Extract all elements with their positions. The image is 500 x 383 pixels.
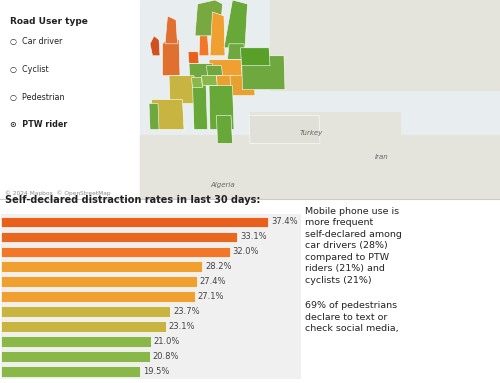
Text: 23.7%: 23.7% — [173, 307, 200, 316]
Text: 69% of pedestrians
declare to text or
check social media,: 69% of pedestrians declare to text or ch… — [305, 301, 398, 333]
Text: Self-declared distraction rates in last 30 days:: Self-declared distraction rates in last … — [5, 195, 260, 205]
Polygon shape — [199, 32, 209, 56]
Text: ○  Car driver: ○ Car driver — [10, 37, 62, 46]
Polygon shape — [230, 76, 255, 96]
Polygon shape — [240, 48, 270, 66]
Bar — [1, 306, 170, 317]
Polygon shape — [209, 60, 242, 80]
Text: 33.1%: 33.1% — [240, 232, 267, 241]
Text: 19.5%: 19.5% — [143, 367, 170, 376]
Polygon shape — [189, 64, 214, 83]
Bar — [1, 247, 230, 257]
Text: 28.2%: 28.2% — [206, 262, 232, 272]
Text: 27.4%: 27.4% — [200, 277, 226, 286]
Text: 20.8%: 20.8% — [152, 352, 179, 361]
Polygon shape — [228, 44, 245, 60]
Text: 37.4%: 37.4% — [271, 218, 297, 226]
Polygon shape — [150, 36, 160, 56]
Polygon shape — [192, 83, 208, 129]
Bar — [1, 216, 268, 228]
Polygon shape — [209, 86, 234, 129]
Polygon shape — [188, 52, 199, 64]
Polygon shape — [206, 66, 222, 76]
Polygon shape — [270, 0, 500, 90]
Text: Iran: Iran — [375, 154, 389, 160]
Polygon shape — [195, 0, 222, 36]
Bar — [1, 262, 202, 272]
Polygon shape — [249, 116, 320, 143]
Polygon shape — [250, 111, 400, 149]
Polygon shape — [149, 103, 159, 129]
Text: © 2024 Mapbox  © OpenStreetMap: © 2024 Mapbox © OpenStreetMap — [5, 190, 110, 196]
Polygon shape — [169, 76, 195, 103]
Text: ○  Pedestrian: ○ Pedestrian — [10, 93, 64, 101]
Polygon shape — [152, 100, 184, 129]
Bar — [1, 291, 194, 302]
Polygon shape — [162, 36, 180, 76]
Text: Mobile phone use is
more frequent
self-declared among
car drivers (28%)
compared: Mobile phone use is more frequent self-d… — [305, 207, 402, 285]
Polygon shape — [210, 12, 225, 56]
Text: ○  Cyclist: ○ Cyclist — [10, 65, 48, 74]
Bar — [1, 366, 140, 377]
Bar — [1, 232, 238, 242]
Bar — [1, 321, 166, 332]
Bar — [1, 351, 150, 362]
Polygon shape — [216, 76, 234, 90]
Text: 23.1%: 23.1% — [169, 322, 196, 331]
Text: Road User type: Road User type — [10, 17, 88, 26]
Text: Algeria: Algeria — [210, 182, 234, 188]
Text: 32.0%: 32.0% — [232, 247, 259, 256]
Bar — [1, 277, 196, 287]
Polygon shape — [165, 16, 177, 44]
Polygon shape — [192, 78, 202, 88]
Text: 21.0%: 21.0% — [154, 337, 180, 346]
Polygon shape — [140, 0, 500, 199]
Polygon shape — [216, 116, 232, 143]
Polygon shape — [224, 0, 248, 48]
Bar — [1, 336, 151, 347]
Polygon shape — [202, 76, 218, 86]
Text: ⊙  PTW rider: ⊙ PTW rider — [10, 121, 68, 129]
Text: Turkey: Turkey — [300, 131, 323, 136]
Polygon shape — [140, 136, 500, 199]
Text: 27.1%: 27.1% — [198, 292, 224, 301]
Polygon shape — [242, 56, 285, 90]
